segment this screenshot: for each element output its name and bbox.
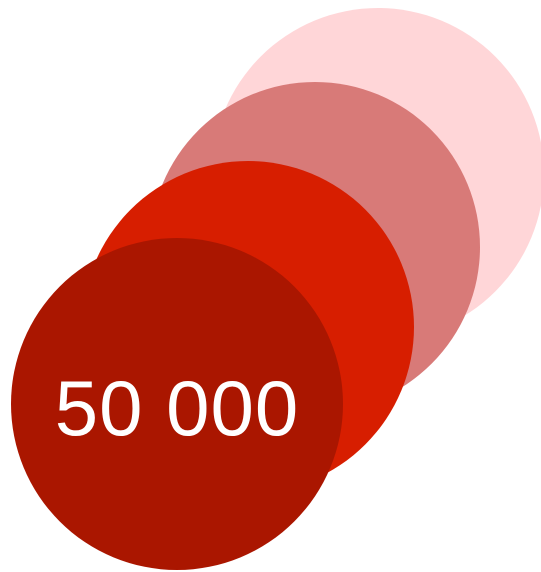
circle-dark [11, 238, 343, 570]
value-label: 50 000 [54, 363, 300, 452]
